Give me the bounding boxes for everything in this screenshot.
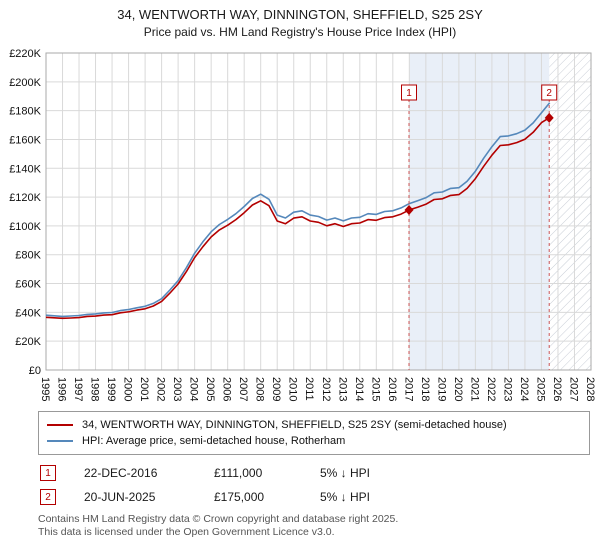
svg-text:£120K: £120K: [9, 192, 41, 204]
sale-1-marker-box: [401, 84, 418, 101]
svg-text:2006: 2006: [221, 377, 233, 401]
copyright-footer: Contains HM Land Registry data © Crown c…: [38, 513, 600, 539]
svg-text:2003: 2003: [171, 377, 183, 401]
svg-text:£60K: £60K: [15, 279, 41, 291]
svg-text:2021: 2021: [468, 377, 480, 401]
price-chart: 1 2 £0 £20K £40K £60K £80K £100K £120K £140K £160K…: [9, 48, 596, 401]
svg-text:2025: 2025: [534, 377, 546, 401]
svg-text:2020: 2020: [452, 377, 464, 401]
svg-text:2010: 2010: [287, 377, 299, 401]
footer-line-2: This data is licensed under the Open Gov…: [38, 526, 335, 538]
svg-text:1999: 1999: [105, 377, 117, 401]
svg-text:£40K: £40K: [15, 307, 41, 319]
svg-text:2014: 2014: [353, 377, 365, 401]
sale-1-diamond: [404, 205, 414, 216]
svg-text:2012: 2012: [320, 377, 332, 401]
svg-text:2026: 2026: [551, 377, 563, 401]
svg-text:2011: 2011: [303, 377, 315, 401]
svg-text:2013: 2013: [336, 377, 348, 401]
hpi-line: [45, 102, 551, 318]
svg-text:£100K: £100K: [9, 221, 41, 233]
svg-text:2000: 2000: [122, 377, 134, 401]
sale-annotations: 1 22-DEC-2016 £111,000 5% ↓ HPI 2 20-JUN…: [40, 465, 600, 505]
page-title: 34, WENTWORTH WAY, DINNINGTON, SHEFFIELD…: [117, 7, 483, 22]
svg-text:2018: 2018: [419, 377, 431, 401]
svg-text:2027: 2027: [567, 377, 579, 401]
future-hatch-region: [549, 53, 591, 370]
svg-text:£0: £0: [29, 365, 41, 377]
page-subtitle: Price paid vs. HM Land Registry's House …: [143, 25, 457, 39]
svg-text:1997: 1997: [72, 377, 84, 401]
plot-border: [45, 52, 592, 371]
svg-text:£160K: £160K: [9, 134, 41, 146]
svg-text:£200K: £200K: [9, 77, 41, 89]
svg-text:2024: 2024: [518, 377, 530, 401]
chart-legend: 34, WENTWORTH WAY, DINNINGTON, SHEFFIELD…: [38, 411, 590, 455]
svg-text:£20K: £20K: [15, 336, 41, 348]
footer-line-1: Contains HM Land Registry data © Crown c…: [38, 513, 399, 525]
y-axis-labels: £0 £20K £40K £60K £80K £100K £120K £140K £160K £1…: [9, 48, 41, 377]
sale-1-date: 22-DEC-2016: [84, 466, 158, 480]
x-axis-labels: 1995 1996 1997 1998 1999 2000 2001 2002 2003 2004…: [39, 377, 596, 401]
svg-text:2022: 2022: [485, 377, 497, 401]
legend-item-property: 34, WENTWORTH WAY, DINNINGTON, SHEFFIELD…: [47, 417, 581, 433]
sale-2-hpi-delta: 5% ↓ HPI: [320, 490, 371, 504]
svg-text:2004: 2004: [188, 377, 200, 401]
sale-1-number-box: 1: [40, 465, 56, 481]
legend-label-hpi: HPI: Average price, semi-detached house,…: [82, 435, 346, 447]
svg-text:£220K: £220K: [9, 48, 41, 60]
sale-2-diamond: [544, 112, 554, 123]
svg-text:1998: 1998: [89, 377, 101, 401]
between-sales-shade: [409, 53, 550, 370]
svg-text:2002: 2002: [155, 377, 167, 401]
sale-1-marker-label: 1: [406, 88, 412, 99]
sale-2-date: 20-JUN-2025: [84, 490, 156, 504]
svg-text:2019: 2019: [435, 377, 447, 401]
svg-text:2009: 2009: [270, 377, 282, 401]
legend-label-property: 34, WENTWORTH WAY, DINNINGTON, SHEFFIELD…: [82, 419, 507, 431]
legend-item-hpi: HPI: Average price, semi-detached house,…: [47, 433, 581, 449]
hpi-line-swatch: [47, 440, 73, 442]
sale-1-price: £111,000: [214, 466, 263, 480]
svg-text:1996: 1996: [56, 377, 68, 401]
svg-text:2005: 2005: [204, 377, 216, 401]
svg-text:2007: 2007: [237, 377, 249, 401]
sale-2-number-box: 2: [40, 489, 56, 505]
property-price-line: [45, 117, 550, 320]
sale-row-2: 2 20-JUN-2025 £175,000 5% ↓ HPI: [40, 489, 600, 505]
sale-2-price: £175,000: [214, 490, 265, 504]
svg-text:2008: 2008: [254, 377, 266, 401]
svg-text:£80K: £80K: [15, 250, 41, 262]
svg-text:£180K: £180K: [9, 106, 41, 118]
sale-2-marker-label: 2: [546, 88, 552, 99]
svg-text:2016: 2016: [386, 377, 398, 401]
property-line-swatch: [47, 424, 73, 426]
svg-text:2023: 2023: [501, 377, 513, 401]
sale-row-1: 1 22-DEC-2016 £111,000 5% ↓ HPI: [40, 465, 600, 481]
svg-text:2001: 2001: [138, 377, 150, 401]
svg-text:2028: 2028: [584, 377, 596, 401]
svg-text:2017: 2017: [402, 377, 414, 401]
sale-1-hpi-delta: 5% ↓ HPI: [320, 466, 371, 480]
svg-text:£140K: £140K: [9, 163, 41, 175]
svg-text:2015: 2015: [369, 377, 381, 401]
chart-header: 34, WENTWORTH WAY, DINNINGTON, SHEFFIELD…: [0, 0, 600, 39]
sale-2-marker-box: [541, 84, 558, 101]
svg-text:1995: 1995: [39, 377, 51, 401]
